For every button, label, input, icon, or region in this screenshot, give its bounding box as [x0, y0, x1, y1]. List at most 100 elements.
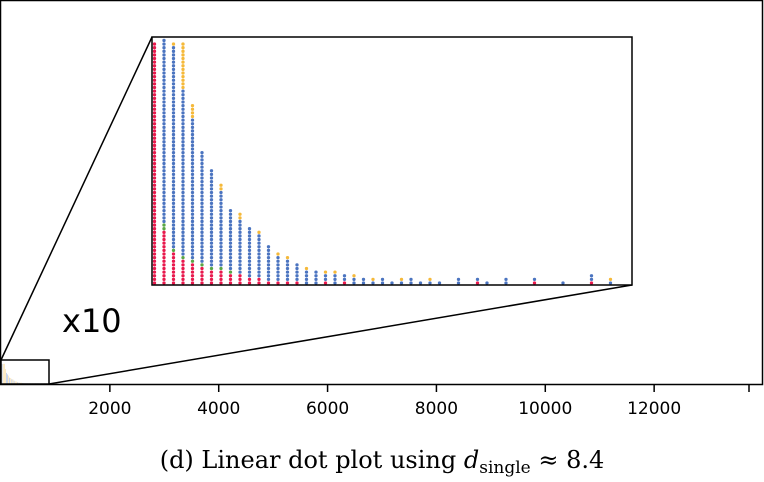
- dot-blue: [247, 230, 252, 234]
- dot-blue: [361, 277, 366, 282]
- x-tick-label: 2000: [88, 399, 131, 419]
- dot-red: [152, 234, 157, 238]
- dot-blue: [200, 241, 204, 245]
- dot-blue: [209, 179, 214, 184]
- dot-blue: [171, 187, 176, 191]
- dot-red: [152, 165, 157, 169]
- dot-blue: [608, 281, 613, 285]
- dot-red: [152, 263, 157, 267]
- dot-orange: [171, 42, 176, 46]
- main-axes-frame: [0, 0, 764, 386]
- dot-blue: [285, 266, 290, 271]
- dot-blue: [295, 266, 299, 271]
- dot-red: [247, 277, 252, 282]
- zoom-factor-label: x10: [62, 302, 122, 340]
- dot-blue: [190, 230, 195, 234]
- dot-red: [162, 270, 166, 274]
- dot-blue: [247, 248, 252, 253]
- dot-red: [152, 64, 157, 68]
- dot-blue: [190, 241, 195, 245]
- dot-blue: [190, 208, 195, 213]
- main-dot-column: [2, 363, 4, 384]
- dot-blue: [162, 179, 166, 184]
- dot-blue: [162, 136, 166, 140]
- dot-blue: [247, 270, 252, 274]
- main-dot-column: [1, 363, 3, 384]
- dot-blue: [162, 154, 166, 158]
- dot-blue: [380, 277, 385, 282]
- dot-red: [181, 277, 185, 282]
- dot-blue: [171, 100, 176, 104]
- dot-blue: [190, 136, 195, 140]
- dot-blue: [171, 212, 176, 216]
- dot-blue: [190, 158, 195, 162]
- dot-blue: [171, 89, 176, 93]
- dot-blue: [190, 183, 195, 187]
- dot-blue: [228, 266, 233, 271]
- dot-blue: [238, 237, 242, 242]
- dot-orange: [181, 60, 185, 64]
- dot-blue: [171, 169, 176, 173]
- dot-blue: [171, 245, 176, 249]
- dot-orange: [181, 42, 185, 46]
- dot-orange: [399, 277, 404, 282]
- dot-blue: [171, 60, 176, 64]
- dot-blue: [380, 281, 385, 285]
- dot-blue: [238, 230, 242, 234]
- main-dot-column: [12, 379, 14, 384]
- dot-blue: [171, 111, 176, 115]
- dot-orange: [219, 187, 223, 191]
- dot-blue: [257, 274, 261, 278]
- dot-blue: [181, 122, 185, 126]
- dot-red: [152, 219, 157, 224]
- dot-red: [276, 281, 280, 285]
- dot-blue: [181, 190, 185, 195]
- dot-blue: [190, 154, 195, 158]
- dot-blue: [209, 205, 214, 209]
- dot-blue: [171, 241, 176, 245]
- dot-blue: [162, 198, 166, 202]
- dot-blue: [200, 223, 204, 227]
- dot-blue: [162, 194, 166, 198]
- dot-blue: [181, 205, 185, 209]
- dot-red: [152, 274, 157, 278]
- dot-blue: [162, 103, 166, 108]
- dot-blue: [209, 208, 214, 213]
- dot-blue: [171, 158, 176, 162]
- dot-blue: [314, 281, 318, 285]
- dot-blue: [418, 281, 423, 285]
- dot-blue: [247, 237, 252, 242]
- dot-blue: [228, 234, 233, 238]
- dot-blue: [333, 281, 337, 285]
- dot-orange: [238, 216, 242, 220]
- dot-red: [171, 266, 176, 271]
- dot-blue: [162, 114, 166, 119]
- dot-blue: [266, 270, 271, 274]
- dot-red: [152, 256, 157, 260]
- dot-blue: [200, 201, 204, 206]
- dot-blue: [181, 227, 185, 231]
- dot-blue: [181, 234, 185, 238]
- dot-green: [209, 266, 214, 271]
- dot-blue: [171, 78, 176, 82]
- dot-orange: [181, 67, 185, 72]
- dot-red: [152, 259, 157, 263]
- main-dot-column: [17, 382, 18, 384]
- dot-blue: [209, 241, 214, 245]
- dot-blue: [209, 259, 214, 263]
- dot-blue: [181, 187, 185, 191]
- dot-blue: [171, 190, 176, 195]
- dot-red: [152, 270, 157, 274]
- dot-blue: [190, 122, 195, 126]
- dot-blue: [162, 111, 166, 115]
- dot-blue: [228, 237, 233, 242]
- dot-blue: [190, 194, 195, 198]
- dot-orange: [428, 277, 432, 282]
- dot-blue: [181, 125, 185, 129]
- dot-blue: [456, 281, 461, 285]
- dot-blue: [171, 237, 176, 242]
- dot-green: [190, 259, 195, 263]
- dot-red: [152, 241, 157, 245]
- dot-blue: [228, 259, 233, 263]
- dot-blue: [200, 169, 204, 173]
